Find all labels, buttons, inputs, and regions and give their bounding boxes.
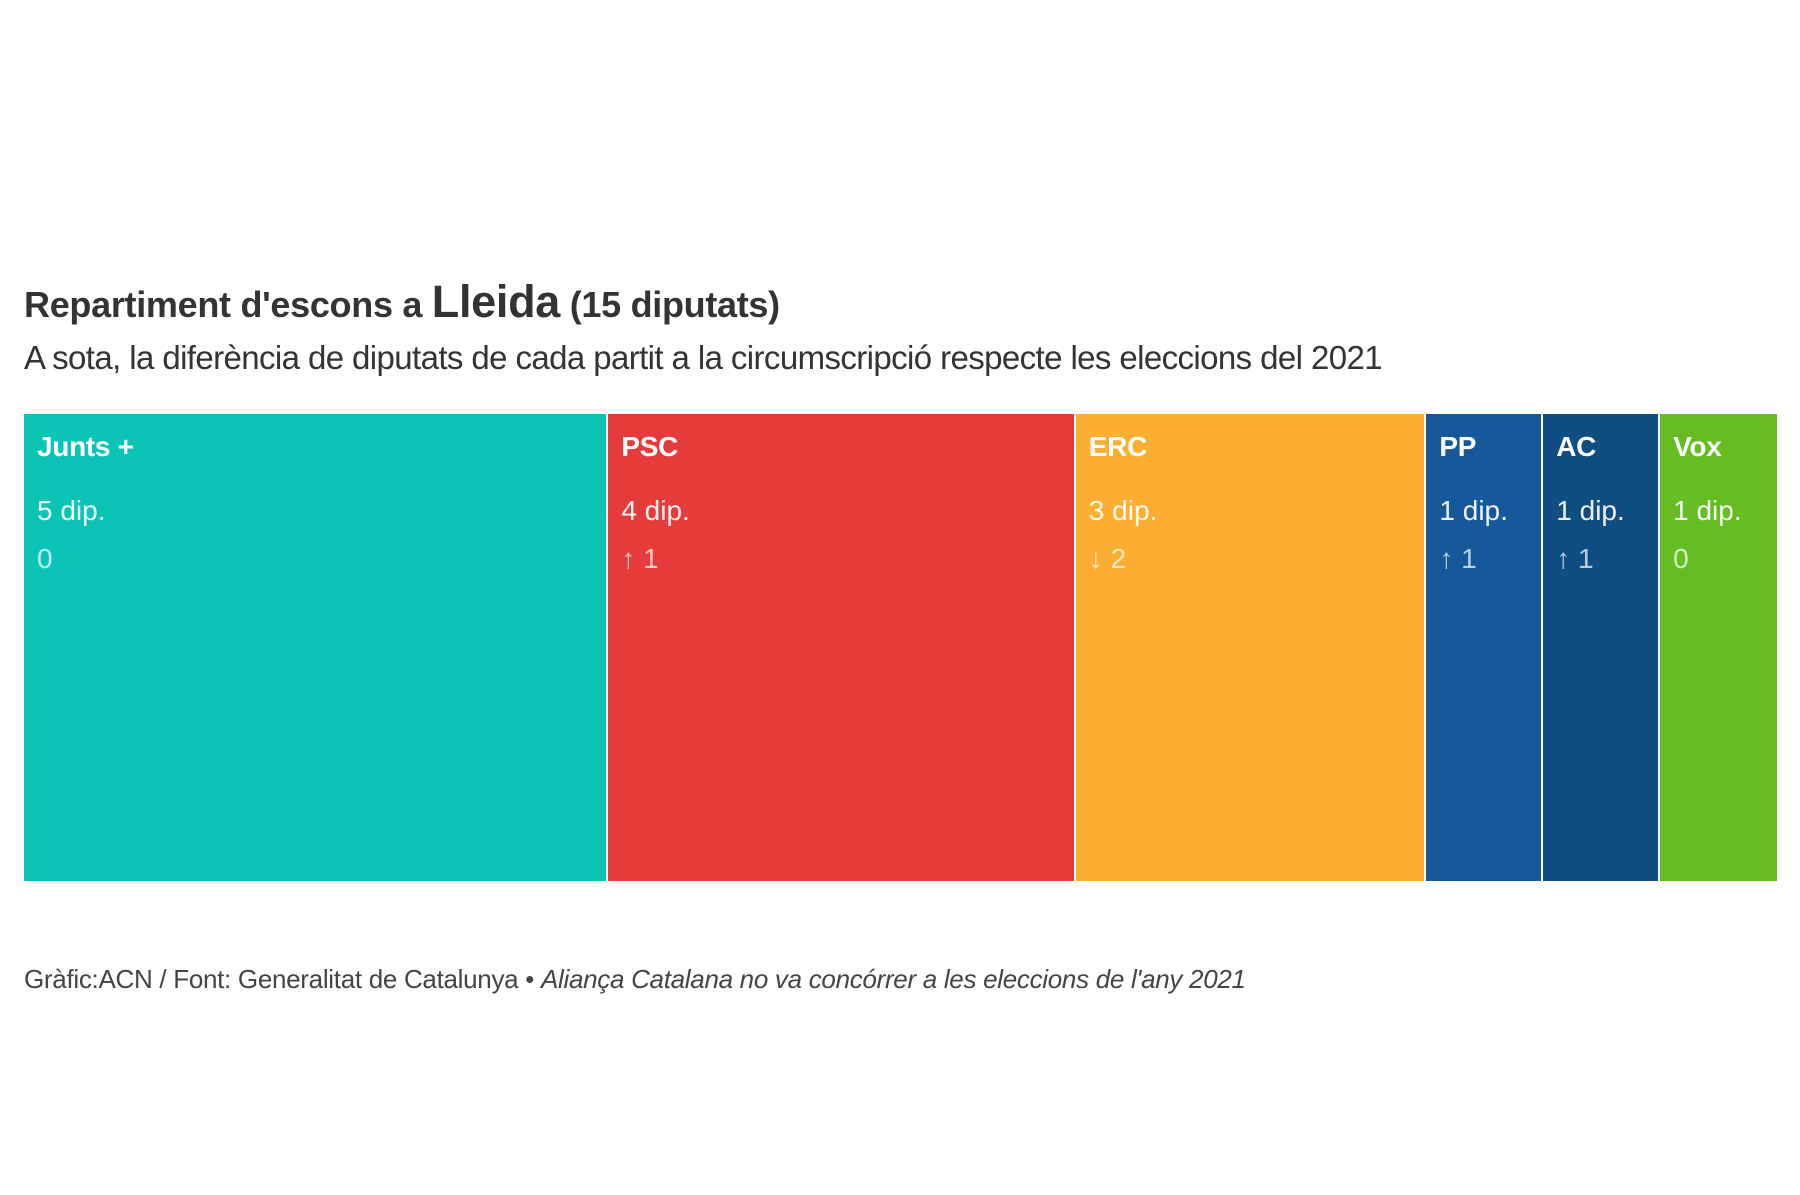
party-name: PP [1439, 431, 1477, 462]
footer-source: Gràfic:ACN / Font: Generalitat de Catalu… [24, 964, 541, 994]
block-label: ERC 3 dip. ↓ 2 [1089, 430, 1158, 576]
seat-block-junts: Junts + 5 dip. 0 [24, 414, 607, 881]
block-label: Junts + 5 dip. 0 [37, 430, 134, 576]
chart-subtitle: A sota, la diferència de diputats de cad… [24, 339, 1383, 376]
title-prefix: Repartiment d'escons a [24, 284, 432, 325]
seat-count: 1 dip. [1673, 495, 1742, 526]
seat-block-psc: PSC 4 dip. ↑ 1 [608, 414, 1074, 881]
seat-change-none: 0 [1673, 543, 1689, 574]
seat-block-vox: Vox 1 dip. 0 [1660, 414, 1777, 881]
seat-count: 5 dip. [37, 495, 106, 526]
party-name: Junts + [37, 431, 134, 462]
seat-change-up: ↑ 1 [1556, 543, 1594, 574]
seat-count: 1 dip. [1439, 495, 1508, 526]
seat-count: 1 dip. [1556, 495, 1625, 526]
block-label: PSC 4 dip. ↑ 1 [621, 430, 690, 576]
seat-change-up: ↑ 1 [1439, 543, 1477, 574]
seat-distribution-chart: Junts + 5 dip. 0 PSC 4 dip. ↑ 1 ERC 3 dip. ↓ 2 PP… [24, 414, 1777, 881]
party-name: ERC [1088, 431, 1148, 462]
seat-change-none: 0 [37, 543, 53, 574]
seat-change-down: ↓ 2 [1088, 543, 1127, 574]
title-place: Lleida [431, 276, 561, 327]
seat-count: 3 dip. [1088, 495, 1158, 526]
block-label: PP 1 dip. ↑ 1 [1439, 430, 1508, 576]
party-name: Vox [1673, 431, 1722, 462]
seat-block-erc: ERC 3 dip. ↓ 2 [1075, 414, 1425, 881]
seat-block-pp: PP 1 dip. ↑ 1 [1426, 414, 1542, 881]
chart-footer: Gràfic:ACN / Font: Generalitat de Catalu… [24, 962, 1246, 996]
chart-title: Repartiment d'escons a Lleida (15 diputa… [24, 279, 780, 327]
seat-change-up: ↑ 1 [621, 543, 659, 574]
party-name: AC [1556, 431, 1597, 462]
title-suffix: (15 diputats) [560, 284, 780, 325]
seat-block-ac: AC 1 dip. ↑ 1 [1543, 414, 1659, 881]
party-name: PSC [621, 431, 679, 462]
seat-count: 4 dip. [621, 495, 690, 526]
footer-note: Aliança Catalana no va concórrer a les e… [540, 964, 1246, 994]
block-label: Vox 1 dip. 0 [1673, 430, 1742, 576]
block-label: AC 1 dip. ↑ 1 [1556, 430, 1625, 576]
